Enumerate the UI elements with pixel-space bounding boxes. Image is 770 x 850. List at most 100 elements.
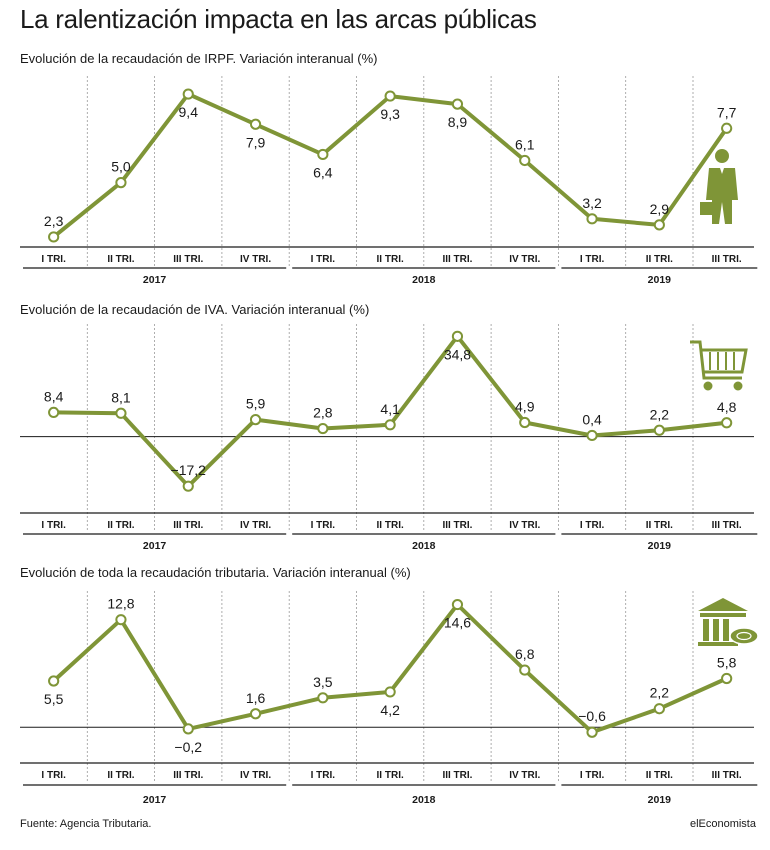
source-note: Fuente: Agencia Tributaria. bbox=[20, 818, 152, 830]
data-point bbox=[451, 598, 464, 611]
category-label: III TRI. bbox=[173, 254, 203, 265]
data-point bbox=[451, 330, 464, 342]
category-label: II TRI. bbox=[646, 254, 673, 265]
category-label: I TRI. bbox=[41, 520, 66, 531]
category-label: II TRI. bbox=[646, 770, 673, 781]
data-label: 9,4 bbox=[179, 104, 199, 120]
category-label: III TRI. bbox=[442, 254, 472, 265]
category-label: II TRI. bbox=[107, 770, 134, 781]
category-label: I TRI. bbox=[580, 254, 605, 265]
chart-panel-3: Evolución de toda la recaudación tributa… bbox=[20, 565, 759, 806]
data-point bbox=[586, 429, 598, 442]
data-point bbox=[653, 424, 665, 436]
data-label: 4,9 bbox=[515, 398, 535, 414]
icon-cart-frame bbox=[690, 340, 742, 380]
icon-cart-bars bbox=[709, 352, 735, 370]
data-label: 2,2 bbox=[650, 685, 670, 701]
data-label: 4,1 bbox=[380, 401, 400, 417]
category-label: III TRI. bbox=[712, 520, 742, 531]
data-point bbox=[519, 664, 531, 676]
icon-bank-roof bbox=[698, 598, 748, 611]
data-label: −17,2 bbox=[171, 462, 207, 478]
category-label: II TRI. bbox=[107, 520, 134, 531]
category-label: IV TRI. bbox=[509, 254, 540, 265]
category-label: I TRI. bbox=[311, 254, 336, 265]
chart-title: Evolución de toda la recaudación tributa… bbox=[20, 565, 411, 580]
data-label: 7,9 bbox=[246, 134, 266, 150]
data-point bbox=[384, 686, 396, 698]
data-point bbox=[317, 692, 329, 704]
category-label: III TRI. bbox=[442, 770, 472, 781]
chart-title: Evolución de la recaudación de IRPF. Var… bbox=[20, 51, 377, 66]
icon-bank-column bbox=[723, 619, 729, 641]
data-label: 14,6 bbox=[444, 615, 471, 631]
data-label: 1,6 bbox=[246, 690, 266, 706]
icon-bank-column bbox=[703, 619, 709, 641]
data-label: 2,2 bbox=[650, 406, 670, 422]
year-label: 2018 bbox=[412, 274, 436, 286]
category-label: II TRI. bbox=[377, 520, 404, 531]
data-label: 7,7 bbox=[717, 104, 737, 120]
data-label: 8,1 bbox=[111, 389, 131, 405]
year-label: 2017 bbox=[143, 794, 167, 806]
data-label: 3,5 bbox=[313, 674, 333, 690]
icon-body bbox=[706, 168, 738, 224]
data-label: −0,2 bbox=[174, 739, 202, 755]
chart-panel-2: Evolución de la recaudación de IVA. Vari… bbox=[20, 302, 758, 552]
icon-bank-column bbox=[713, 619, 719, 641]
icon-bank-base bbox=[698, 642, 738, 646]
category-label: IV TRI. bbox=[509, 520, 540, 531]
data-label: 8,9 bbox=[448, 114, 468, 130]
icon-briefcase bbox=[700, 202, 712, 215]
icon-cart-wheel bbox=[733, 381, 743, 391]
data-label: 5,5 bbox=[44, 691, 64, 707]
icon-coin-ring bbox=[736, 631, 752, 641]
icon-bank-beam bbox=[700, 613, 746, 617]
data-point bbox=[519, 416, 531, 429]
data-label: 2,3 bbox=[44, 213, 64, 229]
bank-icon bbox=[698, 598, 759, 646]
main-title: La ralentización impacta en las arcas pú… bbox=[20, 4, 537, 34]
data-point bbox=[451, 98, 464, 110]
year-label: 2018 bbox=[412, 540, 436, 552]
category-label: III TRI. bbox=[442, 520, 472, 531]
data-point bbox=[182, 723, 194, 735]
icon-cart-basket bbox=[701, 348, 748, 374]
chart-title: Evolución de la recaudación de IVA. Vari… bbox=[20, 302, 369, 317]
year-label: 2018 bbox=[412, 794, 436, 806]
category-label: III TRI. bbox=[712, 770, 742, 781]
icon-collar bbox=[720, 168, 724, 174]
category-label: IV TRI. bbox=[240, 770, 271, 781]
category-label: I TRI. bbox=[580, 520, 605, 531]
data-label: 3,2 bbox=[582, 195, 602, 211]
data-point bbox=[317, 148, 329, 161]
data-point bbox=[182, 480, 194, 492]
category-label: II TRI. bbox=[107, 254, 134, 265]
data-point bbox=[115, 407, 127, 419]
data-label: 4,8 bbox=[717, 399, 737, 415]
category-label: III TRI. bbox=[173, 520, 203, 531]
data-point bbox=[115, 614, 127, 626]
data-point bbox=[384, 419, 396, 431]
data-label: 34,8 bbox=[444, 346, 471, 362]
year-label: 2017 bbox=[143, 274, 167, 286]
data-label: 9,3 bbox=[380, 106, 400, 122]
category-label: I TRI. bbox=[311, 770, 336, 781]
data-label: 5,8 bbox=[717, 654, 737, 670]
data-point bbox=[586, 213, 598, 225]
data-label: 6,4 bbox=[313, 164, 333, 180]
data-point bbox=[317, 422, 329, 435]
data-label: −0,6 bbox=[578, 708, 606, 724]
data-point bbox=[721, 122, 733, 134]
year-label: 2019 bbox=[648, 274, 672, 286]
icon-coin bbox=[729, 627, 759, 645]
data-label: 2,8 bbox=[313, 405, 333, 421]
shopping-cart-icon bbox=[690, 340, 748, 391]
icon-cart-wheel bbox=[703, 381, 713, 391]
category-label: II TRI. bbox=[377, 254, 404, 265]
data-point bbox=[653, 219, 665, 231]
category-label: II TRI. bbox=[646, 520, 673, 531]
data-point bbox=[384, 90, 396, 102]
category-label: IV TRI. bbox=[240, 520, 271, 531]
